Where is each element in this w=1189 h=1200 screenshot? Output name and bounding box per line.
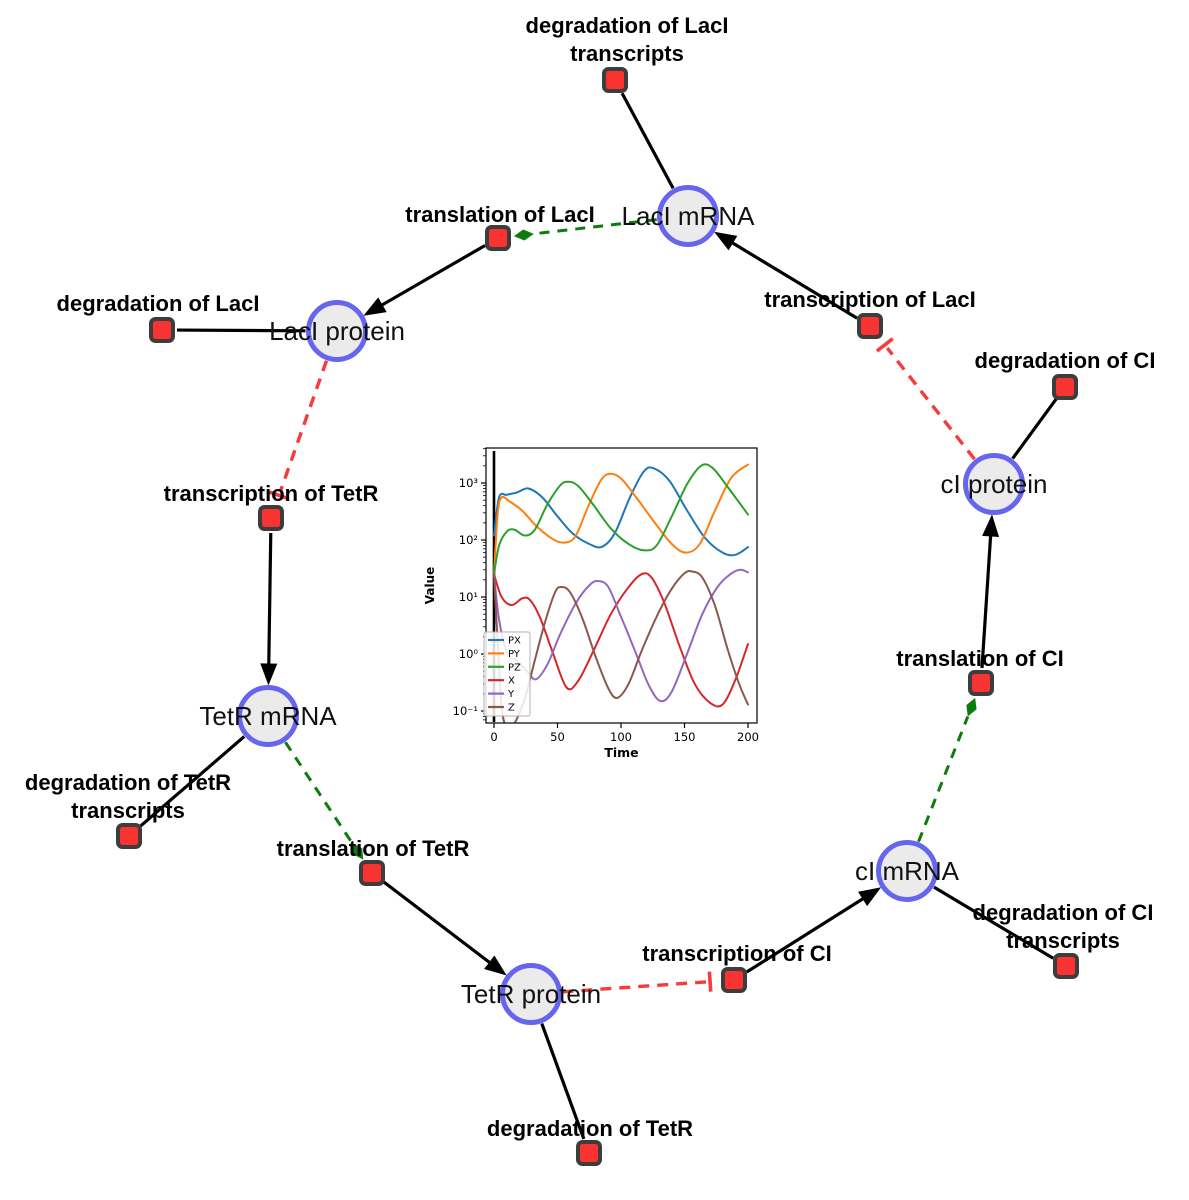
reaction-node-degradation-of-tetr-transcripts[interactable]	[116, 823, 142, 849]
y-tick-label: 10³	[459, 476, 479, 490]
reaction-node-degradation-of-laci-transcripts[interactable]	[602, 67, 628, 93]
reaction-label-degradation-of-ci-transcripts: transcripts	[1006, 928, 1120, 953]
y-tick-label: 10¹	[459, 590, 478, 604]
inhibition-tbar-icon	[268, 490, 290, 501]
x-tick-label: 150	[674, 730, 696, 744]
modifier-arrowhead-icon	[966, 697, 977, 717]
edge-production-translation-of-laci-to-laci-protein[interactable]	[363, 244, 486, 316]
nodes-layer	[116, 67, 1079, 1166]
reaction-node-degradation-of-ci-transcripts[interactable]	[1053, 953, 1079, 979]
legend-label-Y: Y	[507, 689, 515, 700]
species-label-ci-protein: cI protein	[941, 469, 1048, 499]
species-node-laci-mrna[interactable]	[657, 185, 719, 247]
species-node-laci-protein[interactable]	[306, 300, 368, 362]
species-node-ci-protein[interactable]	[963, 453, 1025, 515]
edge-production-transcription-of-laci-to-laci-mrna[interactable]	[714, 231, 858, 320]
reaction-label-degradation-of-laci-transcripts: degradation of LacI	[526, 13, 729, 38]
reaction-node-translation-of-laci[interactable]	[485, 225, 511, 251]
edge-consumption-laci-mrna-to-degradation-of-laci-transcripts[interactable]	[620, 92, 675, 190]
reaction-label-degradation-of-laci-transcripts: transcripts	[570, 41, 684, 66]
reaction-label-degradation-of-tetr-transcripts: degradation of TetR	[25, 770, 231, 795]
legend-label-PZ: PZ	[508, 662, 521, 673]
edge-production-translation-of-ci-to-ci-protein[interactable]	[980, 514, 1000, 669]
chart-series-PY	[493, 463, 749, 576]
species-node-ci-mrna[interactable]	[876, 840, 938, 902]
species-node-tetr-mrna[interactable]	[237, 685, 299, 747]
edge-modifier-ci-mrna-to-translation-of-ci[interactable]	[917, 697, 977, 843]
arrowhead-icon	[260, 663, 278, 686]
chart-series-PZ	[493, 463, 749, 576]
arrowhead-icon	[714, 231, 738, 251]
labels-layer: degradation of LacI transcripts translatio…	[25, 13, 1156, 1141]
reaction-node-transcription-of-laci[interactable]	[857, 313, 883, 339]
species-label-laci-mrna: LacI mRNA	[622, 201, 756, 231]
species-node-tetr-protein[interactable]	[500, 963, 562, 1025]
modifier-arrowhead-icon	[352, 842, 364, 860]
y-tick-label: 10⁻¹	[453, 704, 478, 718]
x-tick-label: 200	[737, 730, 759, 744]
chart-series-X	[493, 572, 749, 708]
x-tick-label: 100	[610, 730, 632, 744]
y-tick-label: 10⁰	[459, 647, 479, 661]
edge-modifier-tetr-mrna-to-translation-of-tetr[interactable]	[284, 741, 364, 860]
reaction-node-translation-of-tetr[interactable]	[359, 860, 385, 886]
edge-production-translation-of-tetr-to-tetr-protein[interactable]	[382, 880, 507, 976]
legend-label-X: X	[508, 676, 515, 687]
reaction-label-degradation-of-laci: degradation of LacI	[57, 291, 260, 316]
edge-consumption-ci-mrna-to-degradation-of-ci-transcripts[interactable]	[933, 885, 1054, 960]
reaction-label-degradation-of-tetr-transcripts: transcripts	[71, 798, 185, 823]
chart-series-Z	[493, 570, 749, 723]
reaction-node-degradation-of-laci[interactable]	[149, 317, 175, 343]
reaction-node-degradation-of-tetr[interactable]	[576, 1140, 602, 1166]
legend-label-PY: PY	[508, 649, 521, 660]
x-axis-label: Time	[604, 745, 638, 760]
edge-production-transcription-of-ci-to-ci-mrna[interactable]	[745, 887, 882, 974]
reaction-label-degradation-of-ci: degradation of CI	[975, 348, 1156, 373]
edge-consumption-ci-protein-to-degradation-of-ci[interactable]	[1011, 398, 1058, 460]
arrowhead-icon	[982, 514, 1000, 537]
edge-inhibition-ci-protein-to-transcription-of-laci[interactable]	[875, 337, 976, 461]
edge-consumption-laci-protein-to-degradation-of-laci[interactable]	[176, 328, 306, 333]
reaction-label-translation-of-tetr: translation of TetR	[277, 836, 470, 861]
arrowhead-icon	[363, 297, 387, 316]
reaction-label-degradation-of-tetr: degradation of TetR	[487, 1116, 693, 1141]
edge-consumption-tetr-mrna-to-degradation-of-tetr-transcripts[interactable]	[139, 735, 246, 828]
edge-inhibition-laci-protein-to-transcription-of-tetr[interactable]	[268, 360, 329, 501]
reaction-label-transcription-of-ci: transcription of CI	[642, 941, 831, 966]
y-tick-label: 10²	[459, 533, 478, 547]
arrowhead-icon	[858, 887, 882, 907]
modifier-arrowhead-icon	[513, 229, 534, 241]
reaction-label-transcription-of-tetr: transcription of TetR	[164, 481, 379, 506]
chart-legend: PX PY PZ XYZ	[483, 631, 531, 717]
species-label-ci-mrna: cI mRNA	[855, 856, 960, 886]
inhibition-tbar-icon	[707, 971, 713, 992]
species-label-laci-protein: LacI protein	[269, 316, 405, 346]
reaction-node-transcription-of-ci[interactable]	[721, 967, 747, 993]
arrowhead-icon	[484, 955, 507, 976]
x-tick-label: 0	[490, 730, 497, 744]
edge-consumption-tetr-protein-to-degradation-of-tetr[interactable]	[540, 1023, 586, 1140]
species-label-tetr-protein: TetR protein	[461, 979, 601, 1009]
reaction-node-transcription-of-tetr[interactable]	[258, 505, 284, 531]
edge-modifier-laci-mrna-to-translation-of-laci[interactable]	[513, 218, 657, 241]
edge-inhibition-tetr-protein-to-transcription-of-ci[interactable]	[562, 971, 713, 994]
reaction-label-translation-of-laci: translation of LacI	[405, 202, 594, 227]
reaction-label-translation-of-ci: translation of CI	[896, 646, 1063, 671]
reaction-label-degradation-of-ci-transcripts: degradation of CI	[973, 900, 1154, 925]
inhibition-tbar-icon	[875, 337, 894, 353]
reaction-node-degradation-of-ci[interactable]	[1052, 374, 1078, 400]
reaction-node-translation-of-ci[interactable]	[968, 670, 994, 696]
legend-label-Z: Z	[508, 703, 515, 714]
edges-layer	[139, 92, 1058, 1140]
x-tick-label: 50	[550, 730, 565, 744]
species-label-tetr-mrna: TetR mRNA	[199, 701, 337, 731]
reaction-label-transcription-of-laci: transcription of LacI	[764, 287, 975, 312]
y-axis-label: Value	[423, 567, 437, 605]
legend-label-PX: PX	[508, 636, 521, 647]
edge-production-transcription-of-tetr-to-tetr-mrna[interactable]	[260, 532, 278, 686]
